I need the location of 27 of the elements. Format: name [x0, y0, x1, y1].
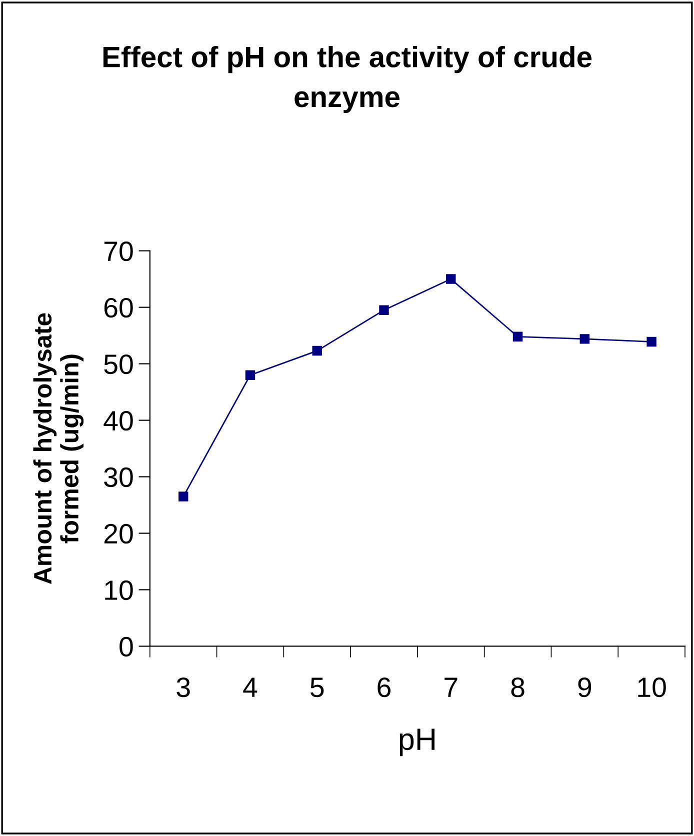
x-tick-label: 4 [243, 678, 258, 697]
point [446, 274, 456, 284]
point [512, 332, 523, 342]
y-tick-label: 20 [104, 524, 133, 544]
point [245, 370, 256, 380]
point [379, 305, 389, 315]
y-tick-label: 10 [105, 580, 133, 600]
y-tick-label: 50 [104, 354, 133, 374]
x-tick-label: 3 [176, 678, 190, 698]
y-axis-title: Amount of hydrolysate formed (ug/min) [33, 313, 84, 584]
y-tick-label: 60 [104, 298, 133, 318]
x-tick-label: 8 [511, 678, 524, 698]
point [580, 334, 590, 344]
x-tick-label: 5 [310, 678, 324, 698]
x-tick-label: 7 [444, 678, 458, 697]
point [312, 346, 322, 356]
x-axis-title: pH [400, 728, 434, 756]
y-tick-label: 30 [104, 467, 133, 488]
chart-title: Effect of pH on the activity of crude enzyme [103, 46, 592, 114]
y-tick-label: 0 [120, 636, 133, 657]
point [646, 336, 656, 347]
x-tick-label: 10 [638, 678, 666, 698]
y-tick-label: 40 [104, 410, 133, 431]
x-tick-label: 9 [578, 678, 592, 698]
x-tick-label: 6 [378, 678, 391, 698]
y-tick-label: 70 [104, 241, 133, 262]
point [178, 492, 188, 502]
